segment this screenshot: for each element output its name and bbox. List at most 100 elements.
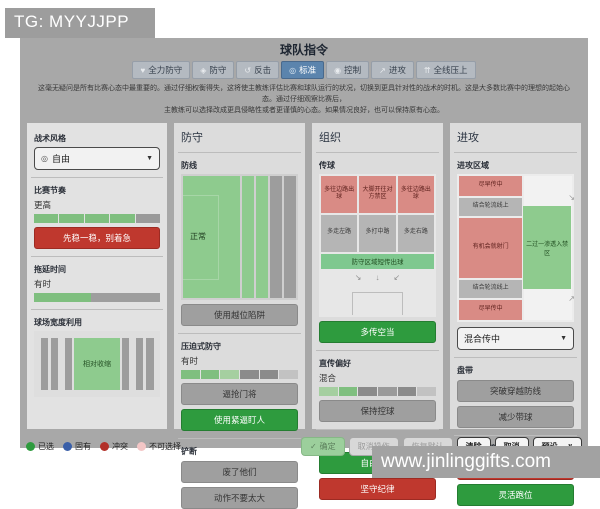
attack-arrow-icon: ↗ xyxy=(379,65,386,75)
tab-counter[interactable]: ↺ 反击 xyxy=(236,61,280,79)
pressing-bar[interactable] xyxy=(181,369,299,379)
attacking-zones-rows: 尽早传中 结合轮流线上 有机会就射门 结合轮流线上 尽早传中 xyxy=(459,175,523,320)
team-instructions-panel: 球队指令 ♥ 全力防守 ◈ 防守 ↺ 反击 ◎ 标准 ◉ 控制 ↗ 进攻 ⇈ 全… xyxy=(20,38,588,509)
red-dot-icon xyxy=(100,441,109,451)
confirm-button[interactable]: ✓ 确定 xyxy=(300,436,345,456)
press-keeper-button[interactable]: 逼抢门将 xyxy=(181,382,298,405)
tab-all-out-defence[interactable]: ♥ 全力防守 xyxy=(132,61,191,79)
directness-label: 直传偏好 xyxy=(319,358,351,368)
bar-segment xyxy=(220,369,240,379)
time-wasting-label: 拖延时间 xyxy=(34,264,66,274)
bar-segment xyxy=(59,213,84,223)
width-bar xyxy=(64,337,73,390)
width-bar xyxy=(121,337,130,390)
zone-cross-early-top[interactable]: 尽早传中 xyxy=(459,175,523,196)
tackling-label: 铲断 xyxy=(181,446,197,456)
tab-attacking[interactable]: ↗ 进攻 xyxy=(371,61,414,79)
zone-cross-early-bottom[interactable]: 尽早传中 xyxy=(459,299,523,320)
dribbling-label: 盘带 xyxy=(457,365,473,375)
easy-tackling-button[interactable]: 动作不要太大 xyxy=(181,486,298,509)
bar-segment xyxy=(319,386,338,396)
defense-column: 防守 防线 正常 使用越位陷阱 压迫式防守 有时 xyxy=(174,122,305,509)
stay-disciplined-button[interactable]: 坚守纪律 xyxy=(319,477,436,500)
zone-byline-top[interactable]: 结合轮流线上 xyxy=(459,197,523,216)
pass-zone-flank-right[interactable]: 多往边路出球 xyxy=(397,175,434,213)
description-line2: 主教练可以选择改成更具侵略性或者更谨慎的心态。如果情况良好，也可以保持原有心态。 xyxy=(164,106,444,114)
directness-value: 混合 xyxy=(319,372,337,383)
double-up-arrow-icon: ⇈ xyxy=(423,65,431,75)
tactical-style-dropdown[interactable]: ◎ 自由 ▼ xyxy=(34,146,160,170)
pitch-width-widget[interactable]: 相对收缩 xyxy=(34,330,160,397)
legend-conflict: 冲突 xyxy=(100,441,128,452)
diagonal-arrow-icon: ↗ xyxy=(568,293,575,303)
tab-control[interactable]: ◉ 控制 xyxy=(326,61,370,79)
pitch-width-selected-zone[interactable]: 相对收缩 xyxy=(73,337,121,390)
chevron-down-icon: ▼ xyxy=(146,154,153,162)
pressing-value: 有时 xyxy=(181,355,199,366)
zone-shoot-on-sight[interactable]: 有机会就射门 xyxy=(459,217,523,278)
tempo-value: 更高 xyxy=(34,199,52,210)
line-stripe[interactable] xyxy=(241,175,254,298)
offside-trap-button[interactable]: 使用越位陷阱 xyxy=(181,303,298,326)
zone-byline-bottom[interactable]: 结合轮流线上 xyxy=(459,279,523,298)
organization-column: 组织 传球 多往边路出球 大脚开往对方禁区 多往边路出球 多走左路 多打中路 多… xyxy=(312,122,443,500)
run-at-defence-button[interactable]: 突破穿越防线 xyxy=(457,379,574,402)
width-bar xyxy=(135,337,144,390)
directness-bar[interactable] xyxy=(319,386,437,396)
confirm-label: 确定 xyxy=(319,441,336,451)
pass-zone-middle[interactable]: 多打中路 xyxy=(359,214,396,252)
tab-overload[interactable]: ⇈ 全线压上 xyxy=(415,61,476,79)
retain-possession-button[interactable]: 保持控球 xyxy=(319,399,436,422)
zone-work-ball-into-box[interactable]: 二过一渗透入禁区 xyxy=(523,205,571,290)
mentality-description: 这毫无疑问是所有比赛心态中最重要的。通过仔细权衡得失，这将使主教练评估比赛和球队… xyxy=(34,84,574,117)
tab-standard[interactable]: ◎ 标准 xyxy=(281,61,325,79)
passing-zones-widget[interactable]: 多往边路出球 大脚开往对方禁区 多往边路出球 多走左路 多打中路 多走右路 防守… xyxy=(319,173,436,317)
bar-segment xyxy=(417,386,437,396)
pass-zone-left[interactable]: 多走左路 xyxy=(321,214,358,252)
tempo-shout-button[interactable]: 先稳一稳，别着急 xyxy=(34,226,160,249)
roam-from-positions-button[interactable]: 灵活跑位 xyxy=(457,483,574,506)
tempo-bar[interactable] xyxy=(34,213,161,223)
divider xyxy=(178,151,301,153)
pass-zone-long-box[interactable]: 大脚开往对方禁区 xyxy=(359,175,396,213)
style-icon: ◎ xyxy=(41,153,48,163)
pass-zone-play-out-defence[interactable]: 防守区域短传出球 xyxy=(321,253,434,269)
tab-defensive[interactable]: ◈ 防守 xyxy=(192,61,235,79)
bar-segment xyxy=(259,369,279,379)
line-stripe[interactable] xyxy=(283,175,296,298)
line-stripe[interactable] xyxy=(255,175,268,298)
bar-segment xyxy=(34,213,59,223)
attacking-zones-widget[interactable]: 尽早传中 结合轮流线上 有机会就射门 结合轮流线上 尽早传中 ↘ 二过一渗透入禁… xyxy=(457,173,575,322)
legend-label: 不可选择 xyxy=(149,441,181,451)
tab-label: 反击 xyxy=(254,65,272,75)
mentality-tab-bar: ♥ 全力防守 ◈ 防守 ↺ 反击 ◎ 标准 ◉ 控制 ↗ 进攻 ⇈ 全线压上 xyxy=(20,61,588,79)
tab-label: 防守 xyxy=(209,65,227,75)
hard-tackling-button[interactable]: 废了他们 xyxy=(181,460,298,483)
bar-segment xyxy=(84,213,110,223)
tight-marking-button[interactable]: 使用紧逼盯人 xyxy=(181,408,298,431)
defensive-line-widget[interactable]: 正常 xyxy=(181,173,298,300)
defensive-line-value: 正常 xyxy=(190,232,206,242)
shield-icon: ◈ xyxy=(200,65,207,75)
organization-title: 组织 xyxy=(319,131,341,144)
width-bar xyxy=(146,337,154,390)
width-bar xyxy=(40,337,48,390)
pitch-width-label: 球场宽度利用 xyxy=(34,317,82,327)
legend-label: 冲突 xyxy=(112,441,128,451)
diagonal-arrow-icon: ↘ xyxy=(568,192,575,202)
line-stripe[interactable] xyxy=(269,175,282,298)
bar-segment xyxy=(200,369,220,379)
bar-segment xyxy=(338,386,358,396)
pass-zone-flank-left[interactable]: 多往边路出球 xyxy=(321,175,358,213)
tab-label: 全力防守 xyxy=(148,65,183,75)
pass-into-space-button[interactable]: 多传空当 xyxy=(319,320,436,343)
time-wasting-value: 有时 xyxy=(34,278,52,289)
divider xyxy=(31,255,163,257)
defensive-line-selected-zone[interactable]: 正常 xyxy=(183,175,240,298)
crossing-style-dropdown[interactable]: 混合传中 ▼ xyxy=(457,326,574,350)
time-wasting-bar[interactable] xyxy=(34,292,160,302)
width-gap xyxy=(60,338,64,390)
pass-zone-right[interactable]: 多走右路 xyxy=(397,214,434,252)
blue-dot-icon xyxy=(63,441,72,451)
dribble-less-button[interactable]: 减少带球 xyxy=(457,405,574,428)
